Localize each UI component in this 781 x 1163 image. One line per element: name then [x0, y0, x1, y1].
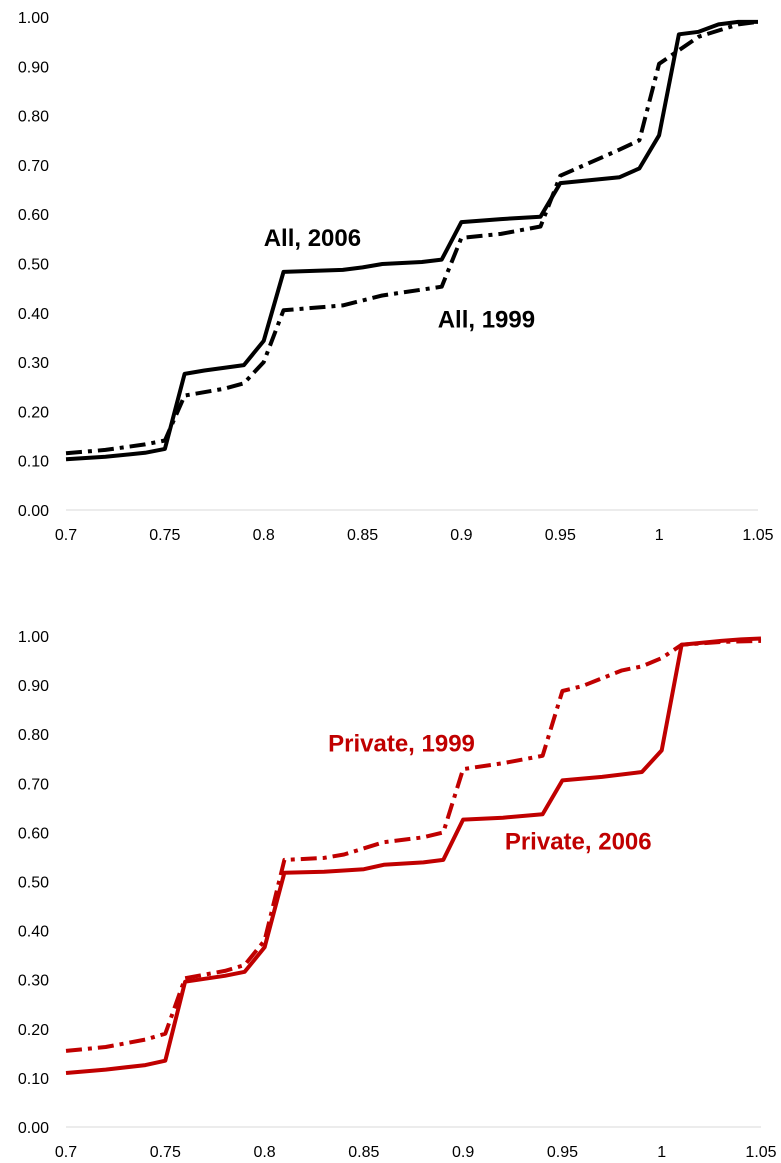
- private-y-tick-label: 0.30: [18, 973, 49, 990]
- private-y-tick-label: 1.00: [18, 629, 49, 646]
- series-label-all-2006: All, 2006: [264, 225, 361, 252]
- all-x-tick-label: 0.75: [149, 527, 180, 544]
- all-y-tick-label: 0.00: [18, 503, 49, 520]
- private-y-tick-label: 0.40: [18, 924, 49, 941]
- private-x-tick-label: 1.05: [745, 1144, 776, 1161]
- private-y-tick-label: 0.50: [18, 875, 49, 892]
- series-label-private-1999: Private, 1999: [328, 730, 475, 757]
- series-line-all-2006: [65, 19, 758, 462]
- private-x-tick-label: 0.75: [150, 1144, 181, 1161]
- series-line-private-2006: [65, 636, 762, 1075]
- chart-all-plot: 0.000.100.200.300.400.500.600.700.800.90…: [18, 10, 774, 544]
- all-y-tick-label: 0.20: [18, 404, 49, 421]
- all-y-tick-label: 0.30: [18, 355, 49, 372]
- all-x-tick-label: 1.05: [742, 527, 773, 544]
- all-x-tick-label: 0.95: [545, 527, 576, 544]
- all-x-tick-label: 0.85: [347, 527, 378, 544]
- all-y-tick-label: 0.40: [18, 306, 49, 323]
- all-y-tick-label: 0.10: [18, 454, 49, 471]
- chart-private: 0.00 0.10 0.20 0.30 0.40 0.50 0.60 0.70 0.80 0.90…: [0, 600, 781, 1163]
- private-y-tick-label: 0.00: [18, 1120, 49, 1137]
- all-y-tick-label: 0.90: [18, 59, 49, 76]
- all-y-tick-label: 0.60: [18, 207, 49, 224]
- all-y-tick-label: 0.70: [18, 158, 49, 175]
- all-y-tick-label: 0.50: [18, 257, 49, 274]
- chart-private-plot: 0.000.100.200.300.400.500.600.700.800.90…: [18, 629, 777, 1161]
- private-x-tick-label: 1: [657, 1144, 666, 1161]
- all-y-tick-label: 1.00: [18, 10, 49, 27]
- private-x-tick-label: 0.7: [55, 1144, 77, 1161]
- series-line-all-1999: [65, 19, 759, 456]
- private-y-tick-label: 0.60: [18, 825, 49, 842]
- all-x-tick-label: 0.8: [253, 527, 275, 544]
- private-x-tick-label: 0.9: [452, 1144, 474, 1161]
- all-x-tick-label: 0.7: [55, 527, 77, 544]
- private-y-tick-label: 0.10: [18, 1071, 49, 1088]
- all-y-tick-label: 0.80: [18, 109, 49, 126]
- private-y-tick-label: 0.80: [18, 727, 49, 744]
- private-x-tick-label: 0.85: [348, 1144, 379, 1161]
- private-y-tick-label: 0.70: [18, 776, 49, 793]
- series-label-private-2006: Private, 2006: [505, 829, 652, 856]
- private-x-tick-label: 0.8: [253, 1144, 275, 1161]
- private-y-tick-label: 0.20: [18, 1022, 49, 1039]
- private-y-tick-label: 0.90: [18, 678, 49, 695]
- chart-all: 0.00 0.10 0.20 0.30 0.40 0.50 0.60 0.70 0.80 0.90…: [0, 0, 781, 560]
- series-label-all-1999: All, 1999: [438, 307, 535, 334]
- all-x-tick-label: 1: [655, 527, 664, 544]
- series-line-private-1999: [65, 638, 762, 1053]
- all-x-tick-label: 0.9: [450, 527, 472, 544]
- private-x-tick-label: 0.95: [547, 1144, 578, 1161]
